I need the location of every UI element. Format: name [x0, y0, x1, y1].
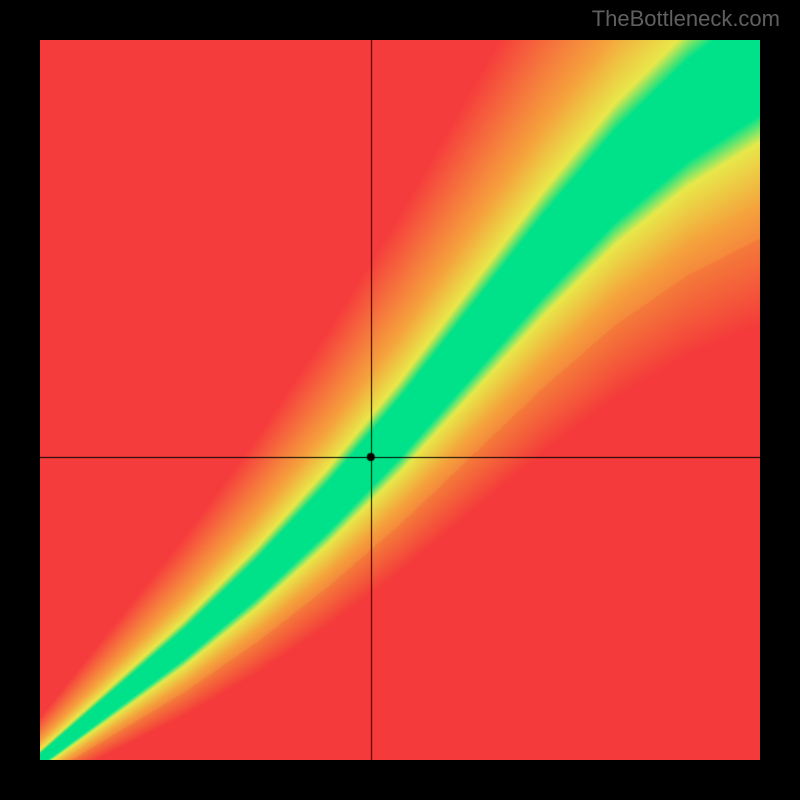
heatmap-canvas: [40, 40, 760, 760]
watermark-text: TheBottleneck.com: [592, 6, 780, 32]
plot-area: [40, 40, 760, 760]
chart-frame: TheBottleneck.com: [0, 0, 800, 800]
